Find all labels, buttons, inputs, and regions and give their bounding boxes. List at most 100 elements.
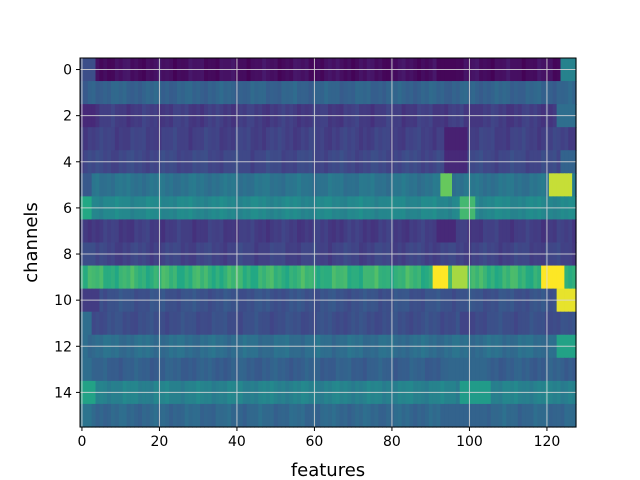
heatmap-cell [180,219,186,244]
heatmap-cell [355,127,360,151]
heatmap-cell [250,81,255,105]
heatmap-cell [479,127,484,151]
heatmap-cell [568,357,573,382]
heatmap-cell [83,81,89,105]
heatmap-cell [153,127,159,151]
heatmap-cell [370,265,376,290]
heatmap-cell [347,403,352,428]
heatmap-cell [525,403,531,428]
heatmap-cell [382,403,387,428]
heatmap-cell [192,219,197,244]
heatmap-cell [421,219,426,244]
heatmap-cell [297,127,302,151]
heatmap-cell [397,311,403,336]
heatmap-cell [165,403,170,428]
heatmap-cell [149,357,155,382]
heatmap-cell [238,81,244,105]
heatmap-cell [471,127,476,151]
heatmap-cell [510,81,515,105]
heatmap-cell [413,81,418,105]
heatmap-cell [304,173,310,197]
heatmap-cell [417,219,422,244]
heatmap-cell [281,311,286,336]
heatmap-cell [118,265,124,290]
heatmap-cell [374,81,379,105]
heatmap-cell [529,403,534,428]
heatmap-cell [347,311,352,336]
heatmap-cell [382,311,387,336]
heatmap-cell [533,265,538,290]
heatmap-cell [200,311,205,336]
heatmap-cell [413,357,418,382]
heatmap-cell [405,265,410,290]
heatmap-cell [386,265,391,290]
heatmap-cell [169,403,174,428]
heatmap-cell [521,81,527,105]
heatmap-cell [378,357,383,382]
heatmap-cell [378,173,383,197]
heatmap-cell [165,219,170,244]
heatmap-cell [483,81,488,105]
heatmap-cell [211,265,217,290]
heatmap-cell [424,403,430,428]
heatmap-cell [145,173,151,197]
heatmap-cell [324,127,329,151]
heatmap-cell [525,265,531,290]
heatmap-cell [200,219,205,244]
heatmap-cell [486,219,492,244]
heatmap-cell [440,265,445,290]
heatmap-cell [355,265,360,290]
heatmap-cell [374,357,379,382]
heatmap-cell [246,81,252,105]
heatmap-cell [351,81,356,105]
heatmap-cell [207,81,213,105]
heatmap-cell [293,357,298,382]
heatmap-cell [479,357,484,382]
heatmap-cell [200,81,205,105]
heatmap-cell [355,219,360,244]
heatmap-cell [455,403,461,428]
heatmap-cell [510,127,515,151]
heatmap-cell [269,219,275,244]
heatmap-cell [107,357,112,382]
heatmap-cell [490,357,496,382]
heatmap-cell [266,173,271,197]
heatmap-cell [483,311,488,336]
heatmap-cell [572,219,577,244]
heatmap-cell [138,265,143,290]
heatmap-cell [432,173,438,197]
heatmap-cell [165,265,170,290]
heatmap-cell [548,127,554,151]
heatmap-cells [80,58,577,428]
heatmap-cell [107,403,112,428]
heatmap-cell [568,265,573,290]
heatmap-cell [541,219,546,244]
heatmap-cell [556,173,562,197]
heatmap-cell [95,219,100,244]
heatmap-cell [107,311,112,336]
heatmap-cell [432,219,438,244]
heatmap-cell [145,357,151,382]
heatmap-cell [455,265,461,290]
heatmap-cell [200,127,205,151]
heatmap-cell [417,357,422,382]
heatmap-cell [238,403,244,428]
heatmap-cell [134,403,139,428]
heatmap-cell [428,173,434,197]
heatmap-cell [440,127,445,151]
heatmap-cell [374,403,379,428]
heatmap-cell [502,219,507,244]
heatmap-cell [145,127,151,151]
heatmap-cell [269,265,275,290]
heatmap-cell [316,173,321,197]
heatmap-cell [293,265,298,290]
heatmap-cell [533,81,538,105]
heatmap-cell [165,81,170,105]
heatmap-cell [180,81,186,105]
heatmap-cell [483,265,488,290]
heatmap-cell [556,81,562,105]
heatmap-cell [382,219,387,244]
heatmap-cell [494,173,500,197]
heatmap-cell [308,403,314,428]
